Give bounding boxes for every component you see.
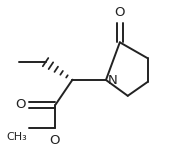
Text: N: N [108,74,118,87]
Text: O: O [115,6,125,19]
Text: CH₃: CH₃ [6,133,27,142]
Text: O: O [15,98,26,111]
Text: O: O [49,134,60,147]
